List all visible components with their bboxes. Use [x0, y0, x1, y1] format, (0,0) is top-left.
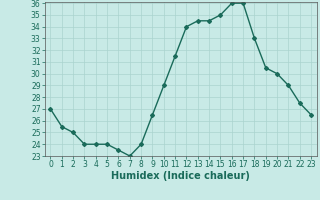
X-axis label: Humidex (Indice chaleur): Humidex (Indice chaleur) [111, 171, 250, 181]
